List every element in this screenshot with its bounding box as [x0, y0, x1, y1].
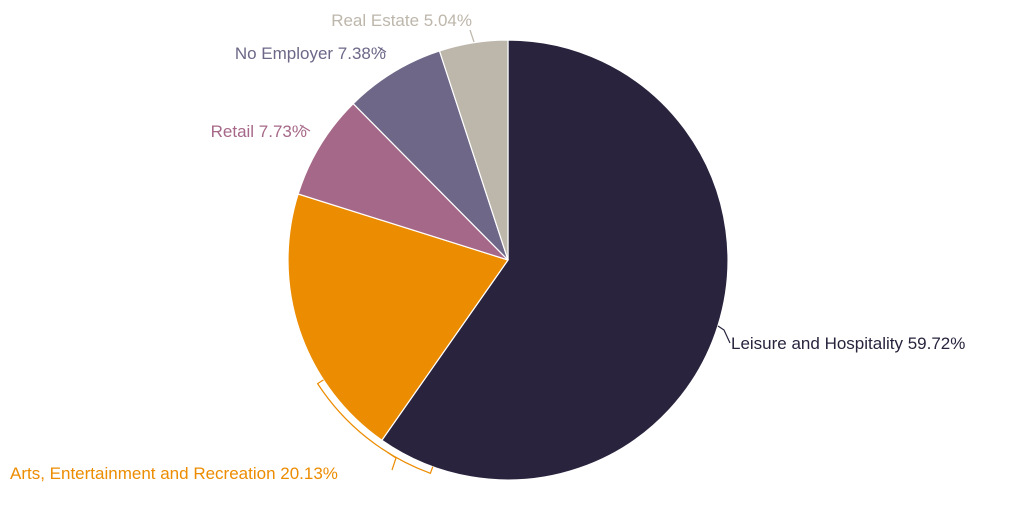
label-no-employer: No Employer 7.38%	[235, 44, 386, 63]
connector-no-employer	[377, 46, 387, 53]
label-leisure: Leisure and Hospitality 59.72%	[731, 334, 965, 353]
label-real-estate: Real Estate 5.04%	[331, 11, 472, 30]
pie-slice-no-employer	[352, 50, 509, 261]
connector-arts	[387, 452, 397, 471]
pie-slice-retail	[297, 102, 509, 261]
connector-retail	[299, 124, 311, 132]
pie-slice-real-estate	[438, 39, 509, 261]
pie-slice-arts-entertainment-and-recreation	[287, 193, 509, 442]
label-arts: Arts, Entertainment and Recreation 20.13…	[10, 464, 338, 483]
connector-arts-bracket	[316, 379, 434, 475]
connector-leisure	[717, 325, 731, 344]
pie-slice-leisure-and-hospitality	[381, 39, 729, 481]
label-retail: Retail 7.73%	[211, 122, 307, 141]
connector-real-estate	[469, 29, 475, 43]
